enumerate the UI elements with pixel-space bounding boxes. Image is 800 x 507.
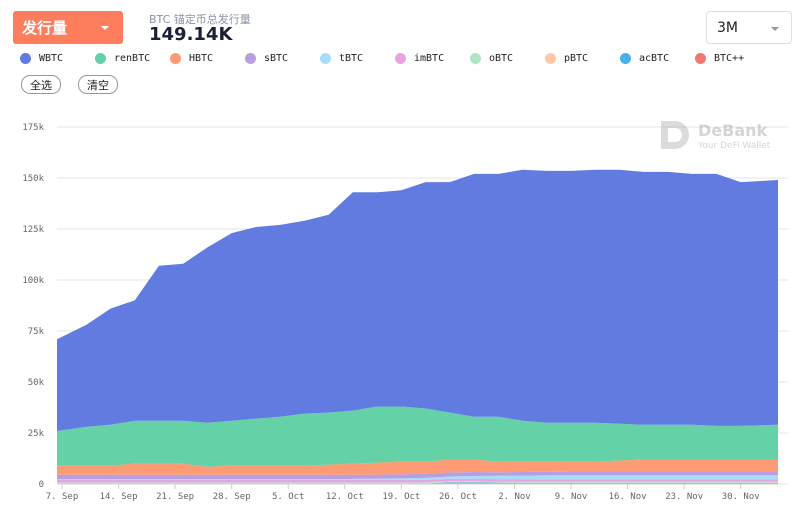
legend-dot-icon bbox=[695, 53, 706, 64]
legend-label: WBTC bbox=[39, 53, 64, 64]
x-tick-label: 28. Sep bbox=[213, 492, 251, 502]
legend-label: oBTC bbox=[489, 53, 514, 64]
chevron-down-icon bbox=[771, 27, 779, 31]
legend-item-pbtc[interactable]: pBTC bbox=[545, 53, 620, 64]
y-tick-label: 125k bbox=[22, 225, 44, 235]
x-tick-label: 21. Sep bbox=[156, 492, 194, 502]
legend-dot-icon bbox=[395, 53, 406, 64]
legend-item-btcplusplus[interactable]: BTC++ bbox=[695, 53, 770, 64]
legend-item-wbtc[interactable]: WBTC bbox=[20, 53, 95, 64]
x-tick-label: 14. Sep bbox=[100, 492, 138, 502]
x-tick-label: 7. Sep bbox=[46, 492, 79, 502]
legend-item-obtc[interactable]: oBTC bbox=[470, 53, 545, 64]
x-tick-label: 9. Nov bbox=[555, 492, 588, 502]
y-tick-label: 150k bbox=[22, 174, 44, 184]
legend-label: imBTC bbox=[414, 53, 445, 64]
legend-dot-icon bbox=[545, 53, 556, 64]
metric-dropdown[interactable]: 发行量 bbox=[13, 11, 123, 44]
area-hbtc bbox=[57, 459, 778, 475]
select-all-button[interactable]: 全选 bbox=[21, 75, 61, 94]
legend-dot-icon bbox=[20, 53, 31, 64]
legend-item-tbtc[interactable]: tBTC bbox=[320, 53, 395, 64]
total-supply-value: 149.14K bbox=[149, 24, 233, 45]
legend-item-imbtc[interactable]: imBTC bbox=[395, 53, 470, 64]
area-pbtc bbox=[57, 482, 778, 484]
y-tick-label: 25k bbox=[28, 429, 45, 439]
y-tick-label: 50k bbox=[28, 378, 45, 388]
area-renbtc bbox=[57, 406, 778, 467]
x-tick-label: 19. Oct bbox=[382, 492, 420, 502]
x-tick-label: 26. Oct bbox=[439, 492, 477, 502]
chart-subtitle: BTC 锚定币总发行量 bbox=[149, 13, 251, 26]
metric-label: 发行量 bbox=[22, 19, 68, 37]
legend-dot-icon bbox=[620, 53, 631, 64]
x-tick-label: 16. Nov bbox=[609, 492, 647, 502]
area-sbtc bbox=[57, 471, 778, 480]
legend-item-acbtc[interactable]: acBTC bbox=[620, 53, 695, 64]
x-tick-label: 12. Oct bbox=[326, 492, 364, 502]
y-tick-label: 175k bbox=[22, 123, 44, 133]
range-dropdown[interactable]: 3M bbox=[706, 11, 792, 44]
legend-label: tBTC bbox=[339, 53, 364, 64]
legend-label: BTC++ bbox=[714, 53, 745, 64]
y-tick-label: 75k bbox=[28, 327, 45, 337]
range-label: 3M bbox=[717, 19, 738, 36]
x-tick-label: 30. Nov bbox=[722, 492, 760, 502]
legend: WBTC renBTC HBTC sBTC tBTC imBTC oBTC pBTC acBTC… bbox=[20, 53, 770, 64]
x-tick-label: 23. Nov bbox=[665, 492, 703, 502]
legend-dot-icon bbox=[245, 53, 256, 64]
legend-label: renBTC bbox=[114, 53, 151, 64]
x-tick-label: 5. Oct bbox=[272, 492, 305, 502]
watermark-tagline: Your DeFi Wallet bbox=[697, 141, 771, 151]
legend-item-sbtc[interactable]: sBTC bbox=[245, 53, 320, 64]
legend-label: pBTC bbox=[564, 53, 589, 64]
area-acbtc bbox=[57, 482, 778, 484]
legend-dot-icon bbox=[320, 53, 331, 64]
area-obtc bbox=[57, 481, 778, 483]
legend-dot-icon bbox=[470, 53, 481, 64]
watermark-brand: DeBank bbox=[698, 121, 768, 140]
area-tbtc bbox=[57, 475, 778, 480]
legend-dot-icon bbox=[95, 53, 106, 64]
legend-label: HBTC bbox=[189, 53, 214, 64]
debank-logo-icon bbox=[661, 121, 689, 149]
area-imbtc bbox=[57, 478, 778, 483]
chevron-down-icon bbox=[101, 26, 109, 30]
watermark: DeBank Your DeFi Wallet bbox=[661, 121, 771, 151]
y-tick-label: 100k bbox=[22, 276, 44, 286]
clear-button[interactable]: 清空 bbox=[78, 75, 118, 94]
area-wbtc bbox=[57, 169, 778, 432]
x-tick-label: 2. Nov bbox=[498, 492, 531, 502]
legend-label: sBTC bbox=[264, 53, 289, 64]
legend-label: acBTC bbox=[639, 53, 670, 64]
y-tick-label: 0 bbox=[39, 480, 44, 490]
legend-dot-icon bbox=[170, 53, 181, 64]
legend-item-hbtc[interactable]: HBTC bbox=[170, 53, 245, 64]
legend-item-renbtc[interactable]: renBTC bbox=[95, 53, 170, 64]
